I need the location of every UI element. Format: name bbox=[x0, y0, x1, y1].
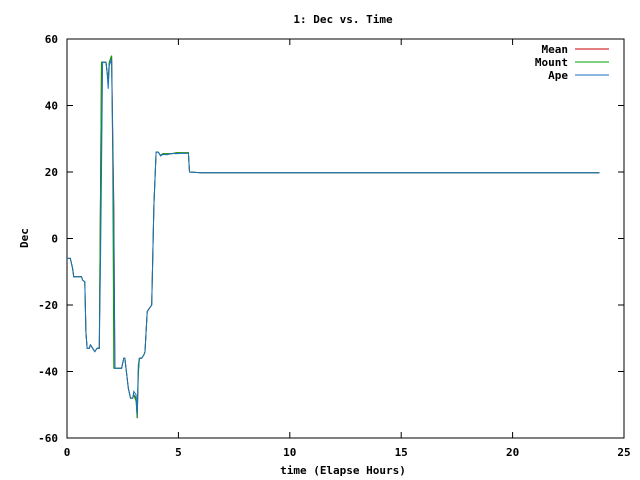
x-tick-label: 0 bbox=[64, 446, 71, 459]
series-line-mount bbox=[67, 55, 600, 419]
y-tick-label: -60 bbox=[38, 432, 58, 445]
x-tick-label: 10 bbox=[283, 446, 296, 459]
legend-label-mount: Mount bbox=[535, 56, 568, 69]
x-tick-label: 20 bbox=[506, 446, 519, 459]
series-layer bbox=[67, 55, 600, 419]
x-tick-label: 25 bbox=[617, 446, 630, 459]
y-axis-ticks: -60 -40 -20 0 20 40 60 bbox=[38, 33, 624, 445]
y-tick-label: 60 bbox=[45, 33, 58, 46]
y-tick-label: 0 bbox=[51, 233, 58, 246]
y-axis-label: Dec bbox=[18, 228, 31, 248]
series-line-mean bbox=[67, 55, 600, 419]
y-tick-label: 40 bbox=[45, 100, 58, 113]
x-tick-label: 15 bbox=[395, 446, 408, 459]
y-tick-label: 20 bbox=[45, 166, 58, 179]
plot-frame bbox=[66, 38, 625, 439]
y-tick-label: -20 bbox=[38, 299, 58, 312]
legend-label-mean: Mean bbox=[542, 43, 569, 56]
x-axis-label: time (Elapse Hours) bbox=[280, 464, 406, 477]
chart-title: 1: Dec vs. Time bbox=[293, 13, 393, 26]
series-line-ape bbox=[67, 58, 600, 415]
legend-label-ape: Ape bbox=[548, 69, 568, 82]
x-tick-label: 5 bbox=[175, 446, 182, 459]
x-axis-ticks: 0 5 10 15 20 25 bbox=[64, 39, 631, 459]
y-tick-label: -40 bbox=[38, 366, 58, 379]
